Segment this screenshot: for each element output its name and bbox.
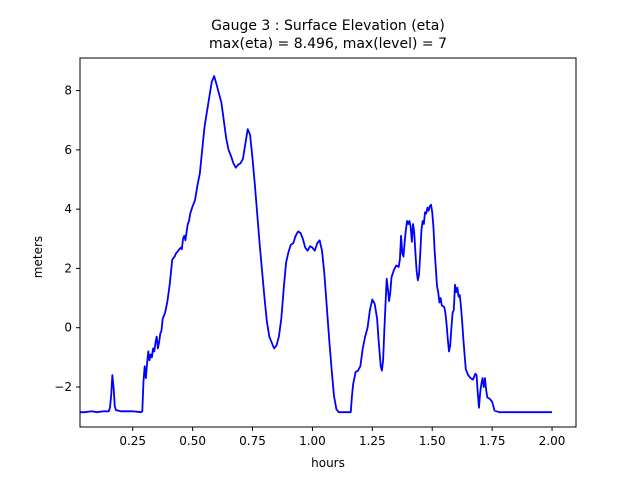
x-tick-label: 0.25: [119, 434, 146, 448]
y-tick-label: 8: [64, 84, 72, 98]
chart-title-line2: max(eta) = 8.496, max(level) = 7: [209, 36, 447, 52]
x-tick-label: 1.25: [359, 434, 386, 448]
y-axis-label: meters: [31, 236, 45, 278]
x-tick-label: 1.00: [299, 434, 326, 448]
series-line-0: [80, 75, 553, 414]
x-tick-label: 0.75: [239, 434, 266, 448]
x-tick-label: 1.50: [419, 434, 446, 448]
x-tick-label: 1.75: [479, 434, 506, 448]
y-tick-label: 4: [64, 202, 72, 216]
axes-frame: [79, 57, 577, 428]
x-tick-label: 0.50: [179, 434, 206, 448]
y-tick-label: 0: [64, 321, 72, 335]
x-axis-label: hours: [311, 456, 345, 470]
plot-area: 0.25 0.50 0.75 1.00 1.25 1.50 1.75 2.00 −2 0 2 4 6 8: [54, 57, 577, 448]
y-tick-label: −2: [54, 380, 72, 394]
y-tick-label: 2: [64, 261, 72, 275]
x-tick-label: 2.00: [539, 434, 566, 448]
y-tick-label: 6: [64, 143, 72, 157]
chart-title-line1: Gauge 3 : Surface Elevation (eta): [211, 18, 445, 34]
